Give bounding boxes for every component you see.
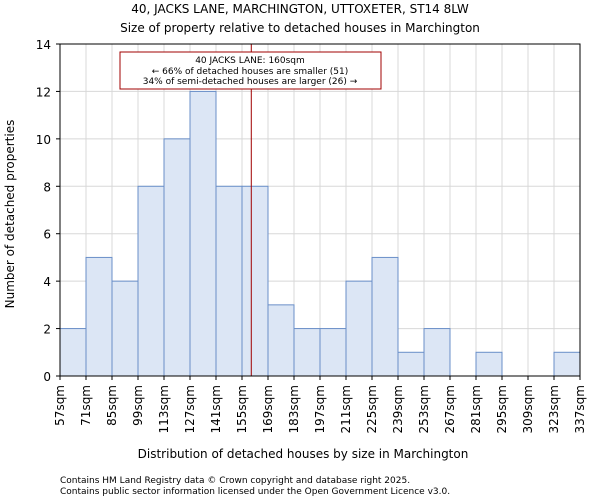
y-tick-label: 2 [43,323,51,337]
footer-line-2: Contains public sector information licen… [60,487,450,497]
x-tick-label: 309sqm [521,385,535,433]
x-tick-label: 253sqm [417,385,431,433]
x-axis-ticks: 57sqm 71sqm 85sqm 99sqm 113sqm 127sqm 141sqm 15… [53,376,587,433]
x-tick-label: 295sqm [495,385,509,433]
histogram-bar [59,328,87,377]
histogram-bar [293,328,321,377]
y-tick-label: 0 [43,370,51,384]
x-tick-label: 211sqm [339,385,353,433]
annotation-line-1: 40 JACKS LANE: 160sqm [195,56,305,66]
x-tick-label: 155sqm [235,385,249,433]
footer-line-1: Contains HM Land Registry data © Crown c… [60,476,410,486]
x-tick-label: 71sqm [79,385,93,426]
chart-title: 40, JACKS LANE, MARCHINGTON, UTTOXETER, … [131,2,469,16]
x-tick-label: 337sqm [573,385,587,433]
x-tick-label: 169sqm [261,385,275,433]
y-tick-label: 14 [36,38,51,52]
annotation-box: 40 JACKS LANE: 160sqm ← 66% of detached … [119,51,382,90]
y-tick-label: 6 [43,228,51,242]
x-tick-label: 281sqm [469,385,483,433]
histogram-bar [215,185,243,377]
histogram-bar [397,351,425,377]
x-tick-label: 323sqm [547,385,561,433]
x-tick-label: 85sqm [105,385,119,426]
x-tick-label: 99sqm [131,385,145,426]
bars [59,90,581,377]
chart-subtitle: Size of property relative to detached ho… [120,21,480,35]
histogram-bar [423,328,451,377]
histogram-bar [345,280,373,377]
x-tick-label: 239sqm [391,385,405,433]
histogram-bar [189,90,217,377]
y-axis-ticks: 0 2 4 6 8 10 12 14 [36,38,60,384]
histogram-bar [137,185,165,377]
y-tick-label: 12 [36,85,51,99]
x-tick-label: 127sqm [183,385,197,433]
x-tick-label: 225sqm [365,385,379,433]
y-axis-label: Number of detached properties [3,120,17,309]
histogram-bar [267,304,295,377]
x-tick-label: 197sqm [313,385,327,433]
histogram-bar [85,256,113,377]
histogram-bar [475,351,503,377]
y-tick-label: 8 [43,180,51,194]
x-tick-label: 57sqm [53,385,67,426]
annotation-line-2: ← 66% of detached houses are smaller (51… [152,67,349,77]
x-tick-label: 141sqm [209,385,223,433]
x-tick-label: 113sqm [157,385,171,433]
y-tick-label: 10 [36,133,51,147]
annotation-frame [119,51,382,90]
histogram-bar [241,185,269,377]
histogram-bar [163,138,191,377]
x-axis-label: Distribution of detached houses by size … [138,447,469,461]
histogram-bar [319,328,347,377]
histogram-bar [371,256,399,377]
histogram-bar [111,280,139,377]
histogram-bar [553,351,581,377]
y-tick-label: 4 [43,275,51,289]
annotation-line-3: 34% of semi-detached houses are larger (… [143,77,358,87]
x-tick-label: 267sqm [443,385,457,433]
x-tick-label: 183sqm [287,385,301,433]
